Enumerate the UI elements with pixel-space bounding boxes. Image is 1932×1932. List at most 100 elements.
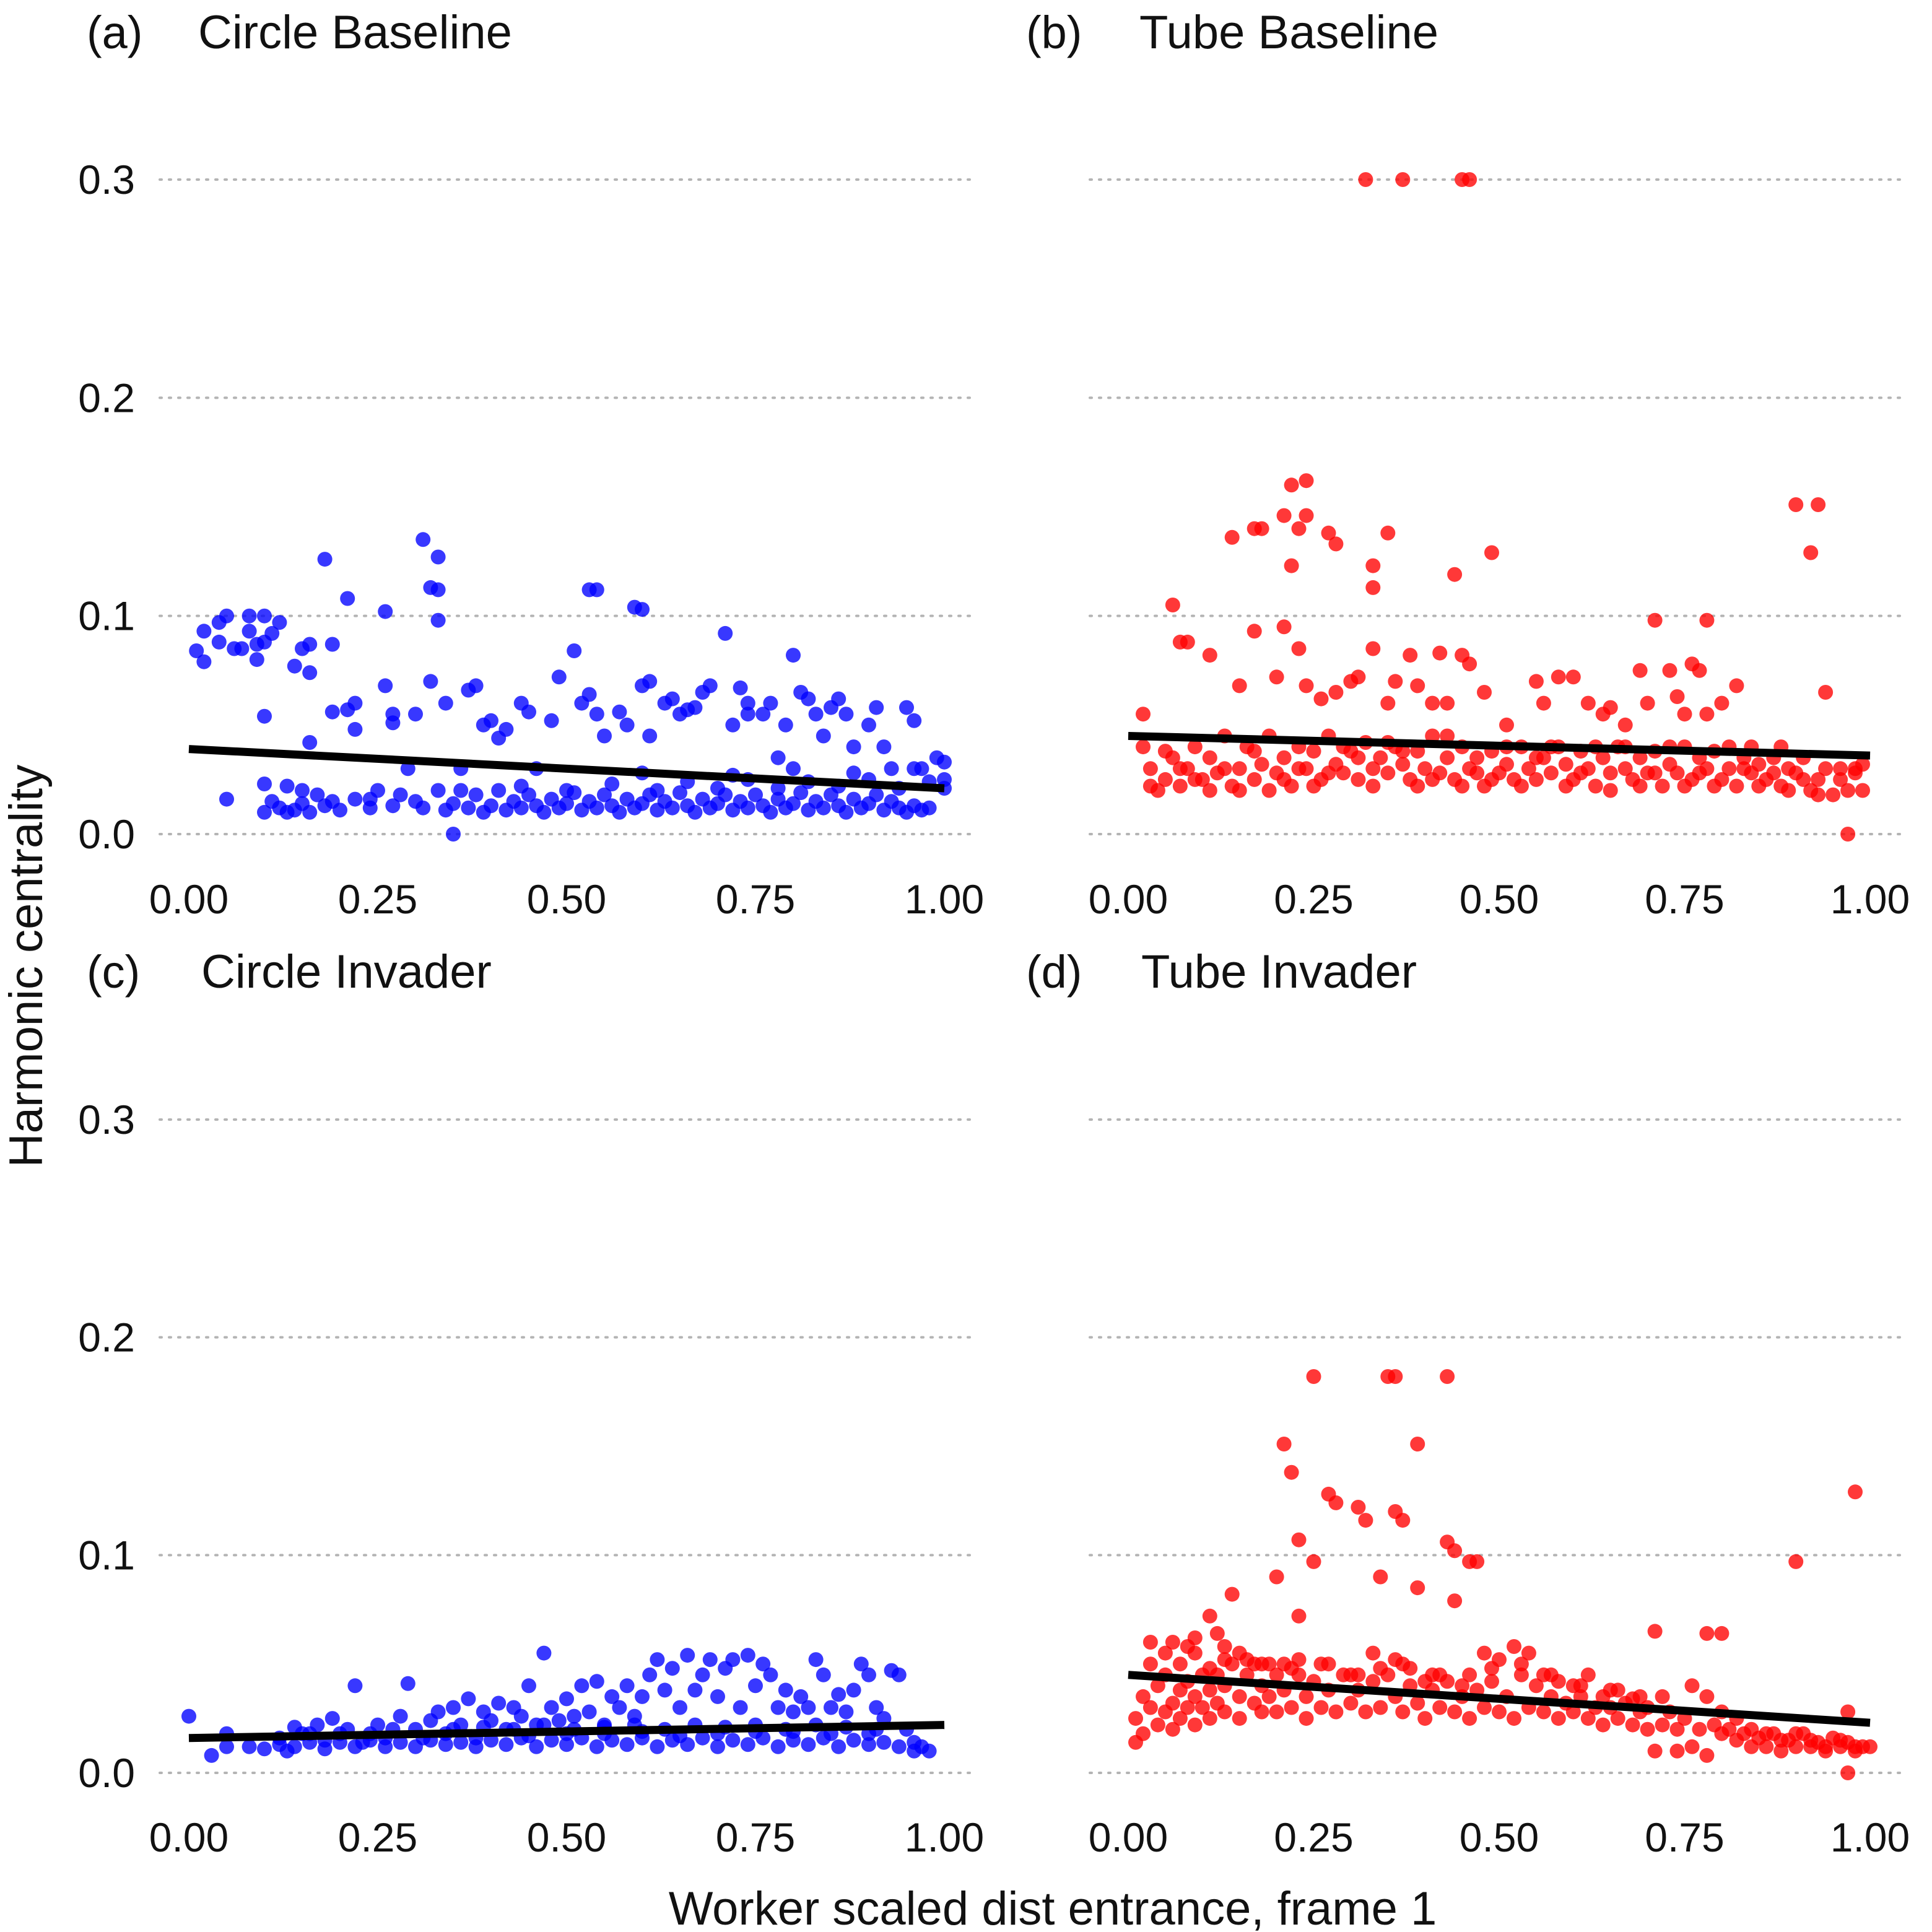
data-point: [1209, 1625, 1225, 1641]
data-point: [899, 700, 914, 715]
data-point: [831, 691, 846, 707]
y-axis-title: Harmonic centrality: [0, 765, 53, 1167]
data-point: [1729, 678, 1744, 694]
data-point: [710, 1739, 725, 1754]
data-point: [793, 785, 809, 801]
data-point: [1617, 761, 1633, 777]
data-point: [748, 1678, 763, 1694]
data-point: [416, 532, 431, 547]
data-point: [1202, 783, 1217, 798]
y-tick-label: 0.1: [78, 593, 135, 639]
panel-2: 0.00 0.25 0.50 0.75 1.00 (b) Tube Baseline: [1026, 6, 1910, 922]
data-point: [1299, 508, 1314, 523]
data-point: [1766, 1726, 1782, 1741]
panel-1: 0.0 0.1 0.2 0.3 0.00 0.25 0.50 0.75 1.00 (a) Circl…: [78, 6, 984, 922]
data-point: [1284, 1464, 1299, 1480]
data-point: [1469, 1554, 1485, 1569]
data-point: [347, 695, 363, 711]
data-point: [801, 1700, 816, 1715]
data-point: [1625, 1717, 1640, 1733]
data-point: [725, 1652, 741, 1668]
data-point: [272, 615, 287, 630]
data-point: [378, 1739, 393, 1754]
data-point: [672, 785, 687, 801]
panel-3: 0.0 0.1 0.2 0.3 0.00 0.25 0.50 0.75 1.00 (c) Circl…: [78, 946, 984, 1860]
data-point: [211, 634, 227, 650]
data-point: [831, 1687, 846, 1702]
data-point: [1224, 529, 1240, 545]
data-point: [1773, 1743, 1789, 1759]
data-point: [1136, 1689, 1151, 1704]
data-point: [1647, 1743, 1663, 1759]
data-point: [793, 1689, 809, 1704]
y-tick-label: 0.0: [78, 811, 135, 857]
x-tick-label: 0.75: [1645, 1814, 1724, 1860]
data-point: [1172, 1656, 1188, 1672]
x-tick-label: 1.00: [1830, 876, 1910, 922]
panel-tag: (c): [87, 946, 140, 998]
data-point: [1180, 1700, 1195, 1715]
data-point: [1736, 761, 1752, 777]
data-point: [1811, 497, 1826, 512]
data-point: [378, 604, 393, 619]
data-point: [242, 1739, 257, 1754]
data-point: [1573, 1678, 1588, 1694]
data-point: [400, 1676, 416, 1691]
data-point: [385, 715, 401, 731]
data-point: [1328, 685, 1344, 700]
panel-tag: (b): [1026, 7, 1082, 58]
data-point: [861, 717, 876, 733]
data-point: [1499, 717, 1514, 733]
data-point: [778, 717, 793, 733]
data-point: [1707, 778, 1722, 794]
data-point: [1699, 1747, 1715, 1763]
data-point: [1291, 1532, 1307, 1547]
data-point: [740, 1737, 755, 1752]
data-point: [1299, 1689, 1314, 1704]
data-point: [1603, 765, 1618, 781]
data-point: [1150, 1717, 1165, 1733]
data-point: [1432, 645, 1448, 661]
data-point: [324, 1711, 340, 1726]
data-point: [702, 678, 718, 694]
data-point: [453, 783, 469, 798]
x-tick-label: 0.25: [338, 876, 417, 922]
data-point: [430, 1704, 446, 1720]
data-point: [740, 800, 755, 816]
data-point: [1759, 1739, 1774, 1754]
data-point: [937, 754, 952, 770]
data-point: [1365, 1674, 1381, 1689]
data-point: [1655, 778, 1670, 794]
trend-line: [1128, 731, 1871, 760]
data-point: [1632, 663, 1648, 678]
data-point: [876, 739, 892, 755]
data-point: [484, 798, 498, 814]
data-point: [1647, 1624, 1663, 1639]
data-point: [1299, 678, 1314, 694]
data-point: [635, 1689, 650, 1704]
data-point: [1477, 1700, 1492, 1715]
data-point: [831, 1739, 846, 1754]
data-point: [1291, 1608, 1307, 1624]
trend-line: [1128, 1671, 1871, 1727]
data-point: [907, 1734, 922, 1750]
data-point: [438, 1737, 453, 1752]
data-point: [1313, 1700, 1329, 1715]
data-point: [808, 707, 824, 722]
data-point: [461, 1691, 476, 1707]
data-point: [1276, 750, 1292, 765]
data-point: [1647, 765, 1663, 781]
data-point: [1142, 1635, 1158, 1650]
data-point: [1269, 1704, 1284, 1720]
data-point: [491, 783, 507, 798]
data-point: [219, 1739, 234, 1754]
data-point: [1595, 750, 1611, 765]
data-point: [1477, 685, 1492, 700]
data-point: [1551, 1711, 1566, 1726]
data-point: [664, 691, 680, 707]
data-point: [1536, 1704, 1551, 1720]
data-point: [333, 803, 347, 818]
data-point: [748, 787, 763, 803]
data-point: [196, 624, 212, 639]
data-point: [287, 1739, 302, 1754]
